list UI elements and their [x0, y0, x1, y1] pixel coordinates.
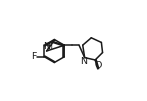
Text: O: O: [94, 61, 101, 70]
Text: F: F: [31, 52, 37, 61]
Text: H: H: [47, 42, 52, 51]
Text: N: N: [43, 42, 50, 51]
Text: N: N: [81, 57, 88, 66]
